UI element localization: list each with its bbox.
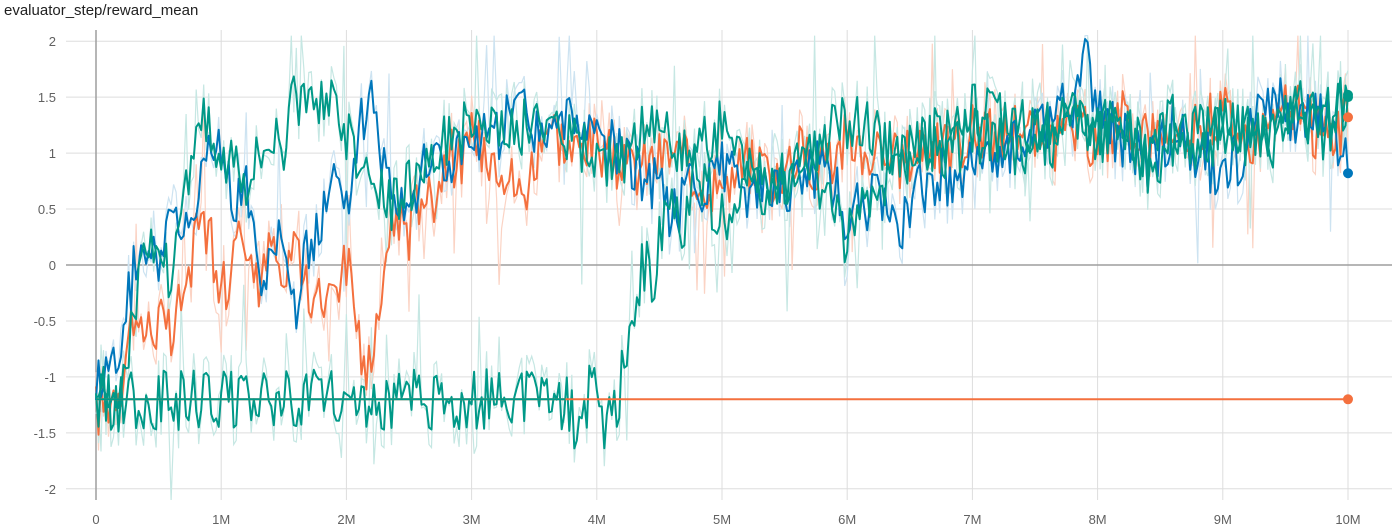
x-tick-label: 8M [1089,512,1107,527]
x-tick-label: 9M [1214,512,1232,527]
y-tick-label: 0.5 [38,202,56,217]
series-end-dot [1343,112,1353,123]
series-end-dot [1343,394,1353,405]
smoothed-series-line [95,76,1349,450]
y-tick-label: 2 [49,34,56,49]
x-tick-label: 0 [92,512,99,527]
y-tick-label: -1.5 [34,426,56,441]
y-tick-label: -1 [44,370,56,385]
smoothed-series-line [95,75,1349,433]
x-tick-label: 1M [212,512,230,527]
y-tick-label: -2 [44,482,56,497]
series-end-markers [1343,89,1353,405]
tick-labels: 2 1.5 1 0.5 0 -0.5 -1 -1.5 -2 0 1M 2M 3M 4M 5M 6M 7M 8M 9M… [34,34,1361,527]
series-end-dot [1343,89,1353,100]
y-tick-label: 1.5 [38,90,56,105]
y-tick-label: 0 [49,258,56,273]
x-tick-label: 10M [1335,512,1360,527]
x-tick-label: 7M [963,512,981,527]
smoothed-series-line [95,38,1349,401]
smoothed-series-layer [95,38,1349,450]
chart-title: evaluator_step/reward_mean [4,2,199,19]
x-tick-label: 3M [463,512,481,527]
x-tick-label: 5M [713,512,731,527]
x-tick-label: 2M [337,512,355,527]
x-tick-label: 4M [588,512,606,527]
y-tick-label: 1 [49,146,56,161]
series-end-dot [1343,168,1353,179]
y-tick-label: -0.5 [34,314,56,329]
x-tick-label: 6M [838,512,856,527]
raw-series-line [95,35,1349,501]
